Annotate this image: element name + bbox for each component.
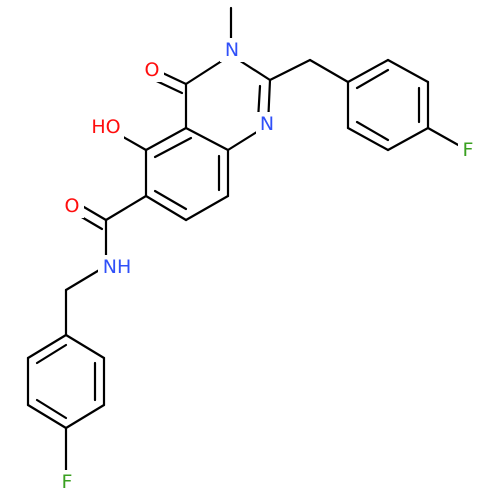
atom-label: F [62, 471, 73, 493]
atom-label: O [145, 59, 160, 81]
atom-label: HO [91, 116, 120, 138]
atom-label: NH [103, 256, 132, 278]
atom-label: N [260, 113, 274, 135]
atom-label: N [225, 39, 239, 61]
atom-label: O [65, 195, 80, 217]
bonds [26, 6, 462, 472]
atom-labels: O N HO N O NH F F [56, 38, 480, 494]
atom-label: F [463, 139, 474, 161]
